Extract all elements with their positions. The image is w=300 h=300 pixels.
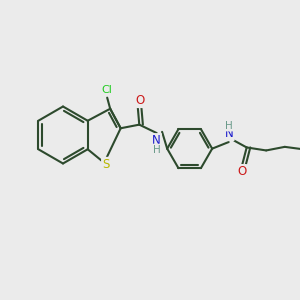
- Text: H: H: [153, 145, 160, 154]
- Text: H: H: [225, 121, 233, 130]
- Text: N: N: [225, 127, 234, 140]
- Text: O: O: [135, 94, 144, 107]
- Text: O: O: [237, 165, 246, 178]
- Text: S: S: [102, 158, 110, 171]
- Text: N: N: [152, 134, 161, 147]
- Text: Cl: Cl: [102, 85, 112, 95]
